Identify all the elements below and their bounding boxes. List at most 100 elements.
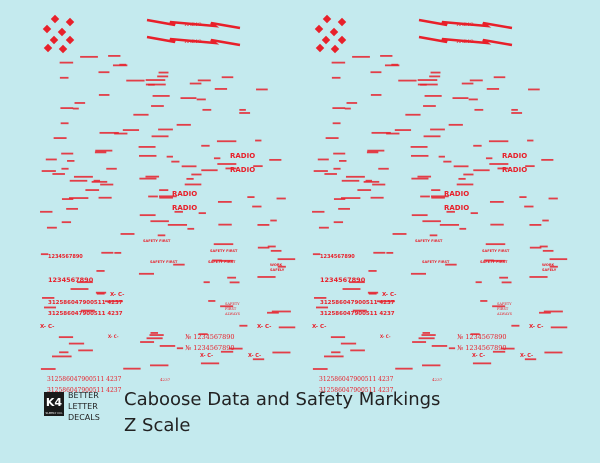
marking-text: № 1234567890 [457, 333, 507, 341]
marking [542, 249, 554, 252]
marking [410, 146, 428, 148]
marking [411, 214, 428, 217]
marking [325, 137, 339, 139]
marking [472, 362, 492, 365]
marking [370, 196, 384, 199]
marking [417, 79, 438, 81]
radio-banner: RADIO [456, 39, 473, 45]
marking [227, 276, 237, 279]
marking [40, 210, 53, 213]
marking-text: X- C- [380, 334, 391, 339]
marking [497, 167, 509, 170]
marking-text: RADIO [172, 190, 197, 198]
diamond [314, 24, 324, 34]
marking [151, 105, 164, 107]
marking-text: X- C- [472, 353, 485, 359]
marking [333, 221, 344, 224]
marking [198, 333, 208, 336]
marking-text: X- C- [200, 353, 213, 359]
marking [333, 152, 346, 155]
marking [61, 221, 72, 224]
marking [139, 214, 156, 217]
marking [85, 189, 100, 191]
marking [431, 189, 441, 192]
marking [376, 300, 395, 303]
marking [378, 167, 389, 170]
marking [77, 281, 93, 284]
marking [367, 149, 385, 152]
marking [491, 259, 506, 262]
marking [480, 300, 488, 302]
marking [424, 95, 442, 97]
marking [349, 281, 365, 284]
marking [312, 210, 325, 213]
marking [543, 310, 563, 313]
marking [500, 347, 515, 350]
marking-text: SAFELY [270, 268, 285, 272]
marking [145, 175, 160, 178]
marking-text: ALWAYS [224, 312, 241, 316]
marking [253, 165, 263, 168]
marking [473, 169, 490, 172]
marking [412, 341, 427, 343]
marking [189, 82, 202, 85]
diamond [58, 44, 68, 54]
marking [53, 137, 67, 139]
marking [174, 210, 183, 213]
marking [468, 98, 478, 101]
marking [492, 305, 506, 308]
marking [398, 79, 417, 82]
marking [386, 251, 394, 254]
marking [61, 198, 74, 200]
marking [539, 311, 551, 314]
marking [489, 200, 504, 203]
marking [42, 297, 55, 299]
marking-text: WORK [542, 263, 555, 267]
radio-banner: RADIO [184, 22, 201, 28]
marking [150, 364, 169, 367]
marking [490, 223, 504, 226]
marking [184, 183, 202, 186]
marking [126, 79, 145, 82]
marking [511, 112, 523, 114]
marking [46, 226, 57, 229]
marking [68, 197, 89, 199]
marking [439, 223, 460, 226]
marking [217, 163, 237, 165]
marking [98, 196, 112, 199]
marking [68, 342, 85, 345]
marking [332, 107, 346, 110]
marking-text: FIRST [497, 307, 509, 311]
marking [429, 234, 438, 237]
marking [411, 177, 429, 180]
lightning-bolt [418, 18, 513, 30]
marking-text: 4237 [432, 377, 443, 382]
marking [352, 309, 367, 312]
marking [157, 234, 166, 237]
marking [499, 276, 509, 279]
marking [527, 139, 534, 142]
diamond [43, 43, 53, 53]
marking [368, 292, 377, 295]
marking [410, 272, 426, 275]
marking [225, 167, 237, 170]
marking [317, 158, 329, 161]
diamond [65, 35, 75, 45]
marking [446, 210, 455, 213]
marking [152, 95, 170, 97]
marking [70, 288, 89, 290]
marking [98, 71, 110, 74]
marking [333, 198, 346, 200]
marking [58, 336, 74, 339]
marking [72, 107, 79, 110]
lightning-bolt [146, 18, 241, 30]
marking [430, 128, 445, 131]
marking [40, 368, 56, 370]
marking [138, 272, 154, 275]
marking [200, 362, 220, 365]
marking [423, 105, 436, 107]
marking [133, 113, 149, 116]
marking [60, 122, 69, 125]
marking [95, 149, 113, 152]
